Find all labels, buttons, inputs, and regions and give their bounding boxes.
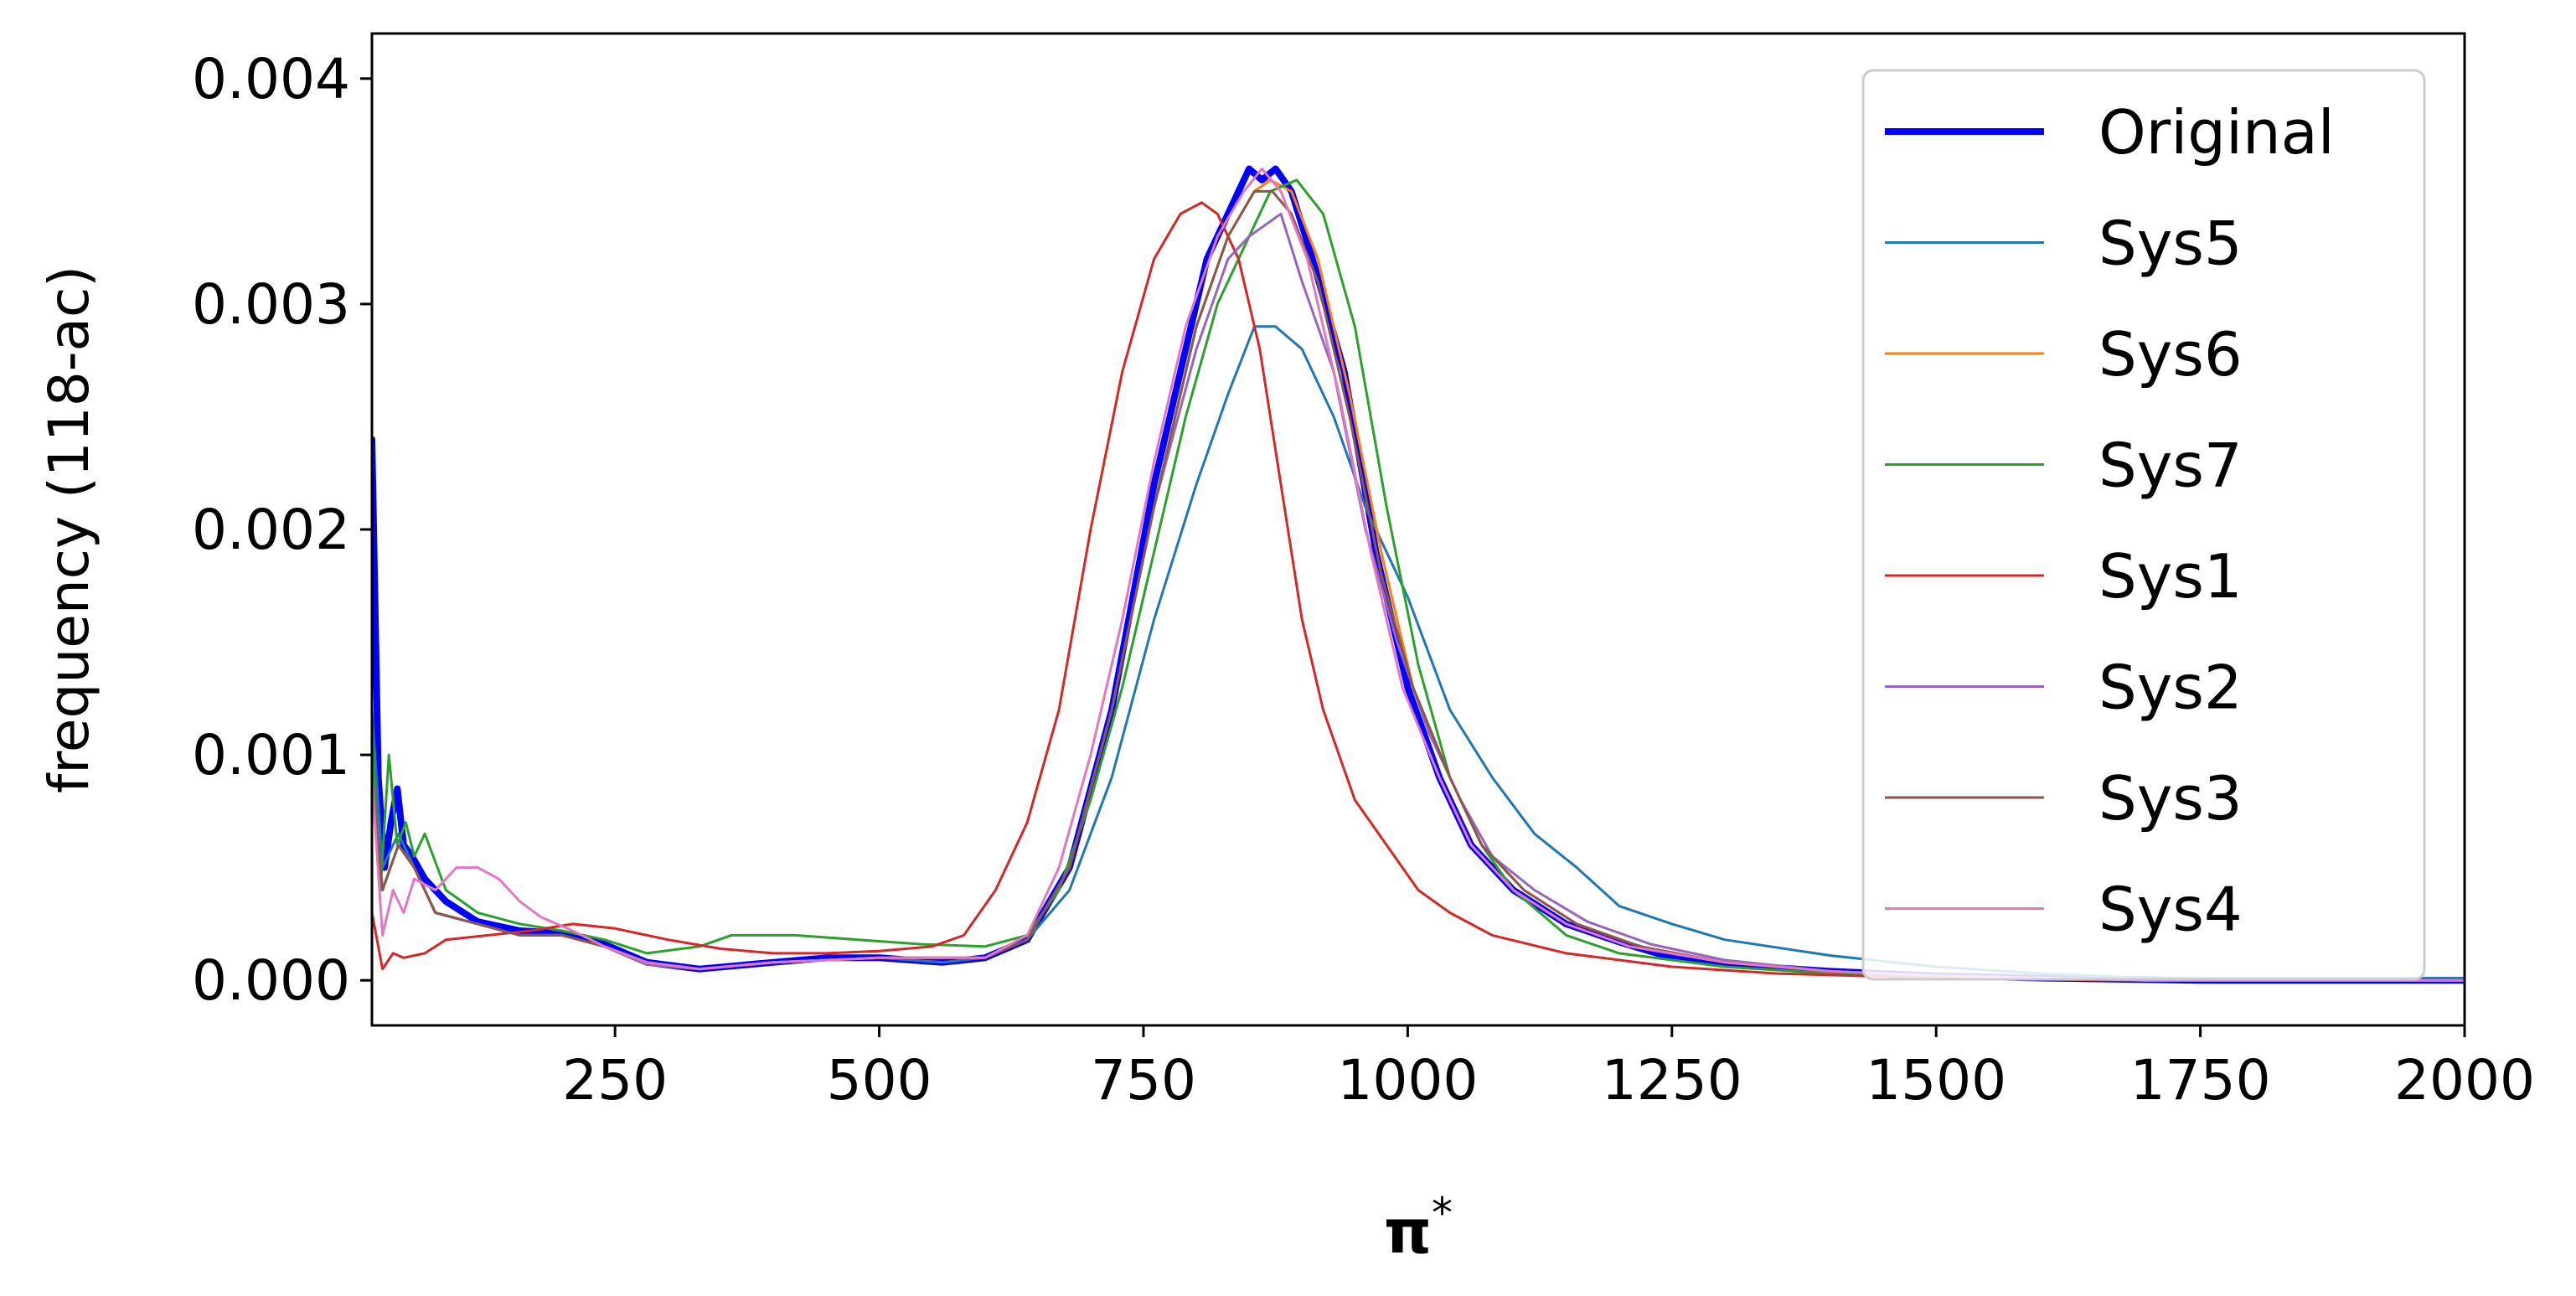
legend-label-sys1: Sys1 [2098, 541, 2243, 612]
legend-label-sys4: Sys4 [2098, 875, 2243, 945]
x-axis: 250 500 750 1000 1250 1500 1750 2000 [562, 1025, 2535, 1113]
y-tick-label: 0.003 [192, 272, 350, 337]
y-axis: 0.000 0.001 0.002 0.003 0.004 [192, 47, 372, 1013]
x-axis-label: π* [1384, 1189, 1453, 1267]
legend: Original Sys5 Sys6 Sys7 Sys1 Sys2 Sys3 Sys4 [1861, 69, 2426, 981]
series-line-sys4 [372, 168, 2465, 982]
y-tick-label: 0.004 [192, 47, 350, 111]
legend-label-sys6: Sys6 [2098, 319, 2243, 390]
x-tick-label: 2000 [2394, 1048, 2535, 1113]
legend-frame [1861, 69, 2426, 981]
x-tick-label: 1250 [1602, 1048, 1742, 1113]
x-tick-label: 1500 [1866, 1048, 2006, 1113]
legend-label-original: Original [2098, 97, 2335, 168]
series-layer [372, 165, 2465, 984]
y-tick-label: 0.002 [192, 498, 350, 562]
legend-label-sys3: Sys3 [2098, 763, 2243, 834]
x-tick-label: 250 [562, 1048, 668, 1113]
x-tick-label: 750 [1091, 1048, 1196, 1113]
x-tick-label: 1750 [2130, 1048, 2271, 1113]
series-line-sys3 [372, 189, 2465, 982]
series-line-sys1 [372, 201, 2465, 982]
y-axis-label: frequency (118-ac) [37, 266, 101, 793]
legend-label-sys7: Sys7 [2098, 431, 2243, 501]
x-axis-label-superscript: * [1432, 1189, 1453, 1237]
x-tick-label: 500 [827, 1048, 932, 1113]
y-tick-label: 0.001 [192, 723, 350, 787]
x-axis-label-main: π [1384, 1196, 1432, 1267]
legend-label-sys5: Sys5 [2098, 209, 2243, 279]
x-tick-label: 1000 [1337, 1048, 1478, 1113]
legend-label-sys2: Sys2 [2098, 653, 2243, 723]
y-tick-label: 0.000 [192, 948, 350, 1013]
